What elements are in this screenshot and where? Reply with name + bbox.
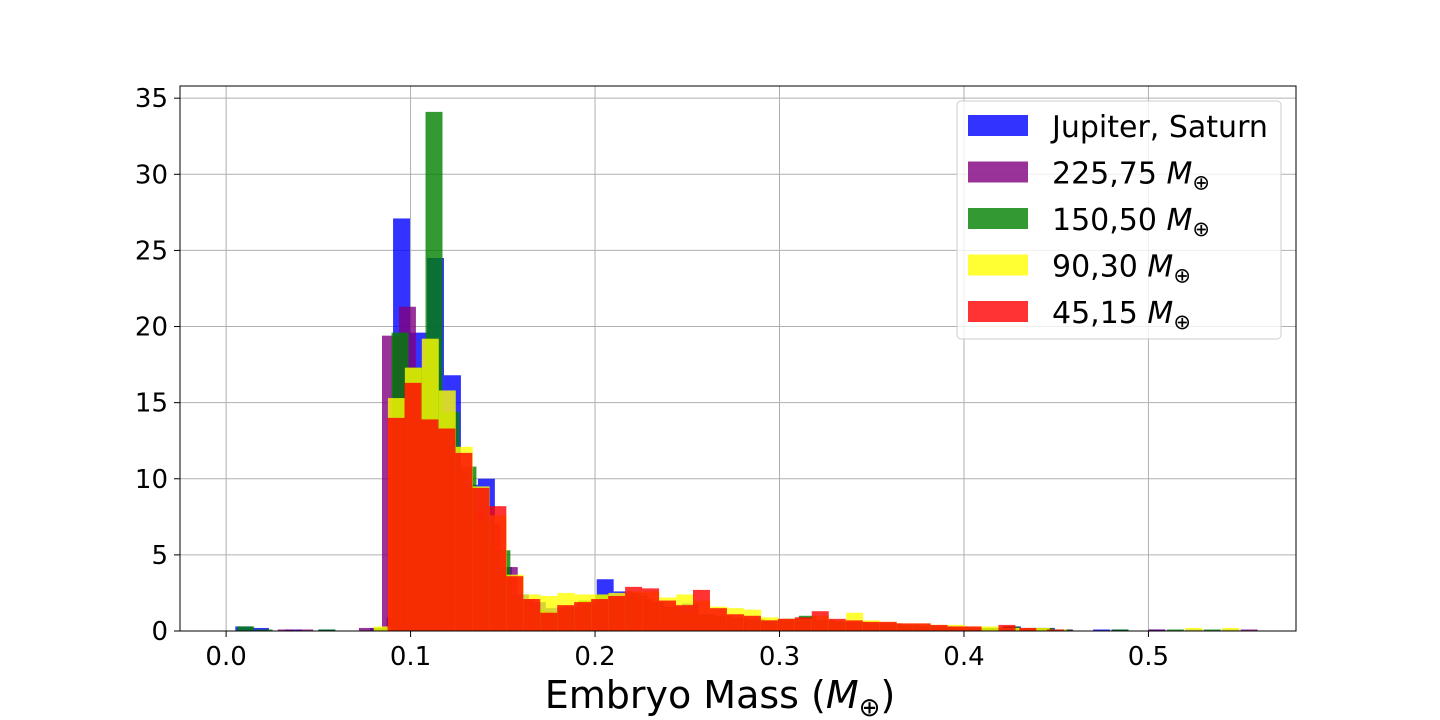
bar: [523, 599, 541, 631]
bar: [404, 382, 422, 631]
bar: [387, 417, 405, 631]
x-tick-label: 0.0: [205, 642, 246, 672]
legend-swatch: [968, 161, 1028, 183]
bar: [726, 614, 744, 631]
y-tick-label: 0: [151, 617, 168, 647]
bar: [659, 600, 677, 631]
y-tick-label: 5: [151, 541, 168, 571]
bar: [1203, 629, 1221, 631]
bar: [438, 428, 456, 631]
bar: [506, 576, 524, 631]
bar: [709, 608, 727, 631]
bar: [557, 605, 575, 631]
bar: [862, 621, 880, 631]
x-tick-label: 0.4: [943, 642, 984, 672]
axes-frame: [179, 85, 1297, 632]
bar: [277, 629, 295, 631]
bar: [472, 487, 490, 631]
bar: [625, 586, 643, 631]
y-axis-ticks: 0 5 10 15 20 25 30 35: [135, 84, 180, 647]
bar: [947, 626, 965, 631]
x-axis-label: Embryo Mass (M⊕): [545, 673, 896, 720]
bar: [237, 626, 255, 631]
bar: [811, 611, 829, 631]
bar: [964, 626, 982, 631]
bar: [743, 615, 761, 631]
bar: [998, 624, 1016, 631]
bar: [930, 624, 948, 631]
bar: [421, 419, 439, 631]
y-tick-label: 20: [135, 313, 168, 343]
bar: [1032, 627, 1050, 631]
bar: [358, 627, 376, 631]
x-tick-label: 0.5: [1128, 642, 1169, 672]
bar: [455, 452, 473, 631]
bar: [574, 602, 592, 631]
bar: [296, 629, 314, 631]
bar: [692, 589, 710, 631]
x-axis-ticks: 0.0 0.1 0.2 0.3 0.4 0.5: [205, 631, 1169, 672]
bar: [318, 629, 336, 631]
legend-swatch: [968, 208, 1028, 229]
bar: [1046, 629, 1064, 631]
bar: [1093, 629, 1111, 631]
y-tick-label: 10: [135, 465, 168, 495]
bar: [896, 623, 914, 631]
bar: [608, 595, 626, 631]
legend-swatch: [968, 254, 1028, 276]
bar: [1111, 629, 1129, 631]
bar: [1019, 627, 1037, 631]
legend-label: 150,50 M⊕: [1052, 203, 1210, 241]
y-tick-label: 35: [135, 84, 168, 114]
bar: [255, 629, 273, 631]
series-4: [387, 382, 1064, 631]
bar: [777, 618, 795, 631]
bar: [1240, 629, 1258, 631]
bar: [981, 626, 999, 631]
legend: Jupiter, Saturn 225,75 M⊕ 150,50 M⊕ 90,30 M…: [956, 100, 1282, 340]
histogram-bars: [235, 111, 1258, 632]
bar: [489, 506, 507, 631]
bar: [845, 620, 863, 631]
bar: [828, 618, 846, 631]
bar: [642, 588, 660, 631]
y-tick-label: 25: [135, 236, 168, 266]
bar: [1148, 629, 1166, 631]
bar: [760, 620, 778, 631]
legend-label: 225,75 M⊕: [1052, 157, 1210, 195]
bar: [879, 621, 897, 631]
legend-swatch: [968, 301, 1028, 322]
legend-label: Jupiter, Saturn: [1050, 110, 1268, 145]
bar: [1185, 627, 1203, 631]
bar: [373, 626, 391, 631]
bar: [540, 612, 558, 631]
bar: [794, 617, 812, 631]
y-tick-label: 30: [135, 160, 168, 190]
bar: [913, 623, 931, 631]
y-tick-label: 15: [135, 389, 168, 419]
legend-swatch: [968, 115, 1028, 136]
legend-label: 45,15 M⊕: [1052, 296, 1191, 334]
x-tick-label: 0.1: [390, 642, 431, 672]
bar: [591, 599, 609, 631]
bar: [1222, 627, 1240, 631]
bar: [1166, 629, 1184, 631]
legend-box: [956, 100, 1282, 340]
x-tick-label: 0.2: [574, 642, 615, 672]
legend-label: 90,30 M⊕: [1052, 250, 1191, 288]
bar: [676, 605, 693, 631]
x-tick-label: 0.3: [759, 642, 800, 672]
